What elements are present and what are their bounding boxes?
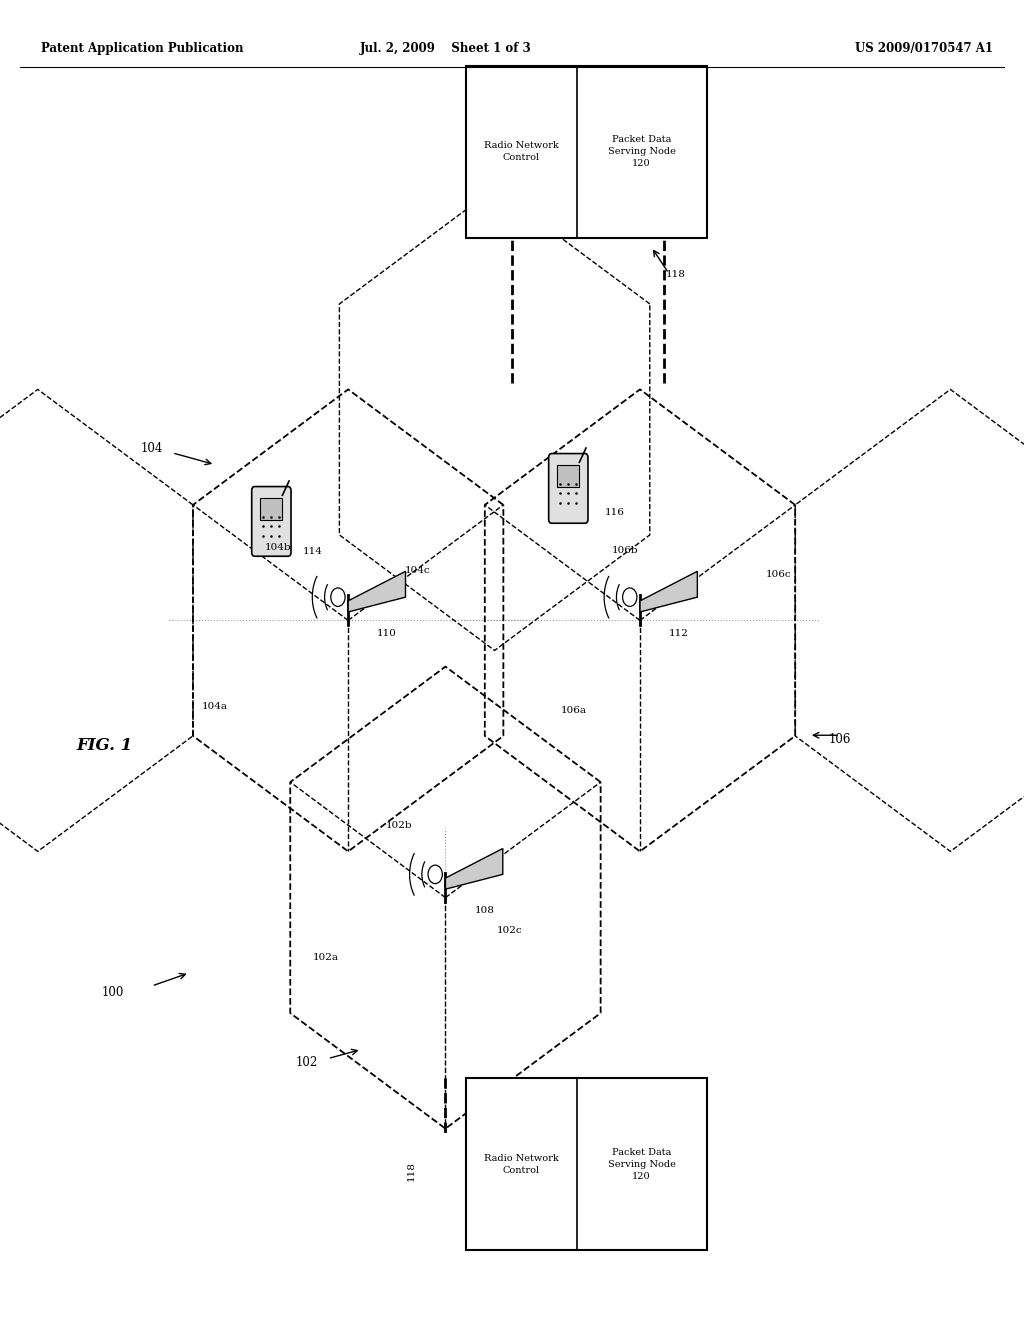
Polygon shape [445,849,503,890]
Text: 102b: 102b [386,821,413,829]
Polygon shape [348,572,406,612]
Text: 104: 104 [140,442,163,455]
Text: 100: 100 [101,986,124,999]
Text: 110: 110 [377,630,397,638]
Text: FIG. 1: FIG. 1 [77,738,133,754]
Text: 106c: 106c [765,570,792,578]
Text: Radio Network
Control: Radio Network Control [484,141,559,162]
Text: 114: 114 [302,548,323,556]
Text: Jul. 2, 2009    Sheet 1 of 3: Jul. 2, 2009 Sheet 1 of 3 [359,42,531,55]
FancyBboxPatch shape [260,498,283,520]
Text: Patent Application Publication: Patent Application Publication [41,42,244,55]
Text: US 2009/0170547 A1: US 2009/0170547 A1 [855,42,993,55]
Text: 118: 118 [408,1160,416,1181]
FancyBboxPatch shape [557,465,580,487]
Text: Radio Network
Control: Radio Network Control [484,1154,559,1175]
Text: 112: 112 [669,630,689,638]
Text: 104c: 104c [404,566,431,574]
FancyBboxPatch shape [252,487,291,556]
Text: 102: 102 [296,1056,318,1069]
Text: 102a: 102a [312,953,339,961]
Text: Packet Data
Serving Node
120: Packet Data Serving Node 120 [607,1148,676,1180]
Polygon shape [640,572,697,612]
Text: 104b: 104b [265,544,292,552]
Text: Packet Data
Serving Node
120: Packet Data Serving Node 120 [607,136,676,168]
Text: 108: 108 [474,907,495,915]
FancyBboxPatch shape [549,454,588,523]
FancyBboxPatch shape [466,66,707,238]
Text: 118: 118 [666,271,686,279]
Text: 102c: 102c [497,927,523,935]
Text: 116: 116 [604,508,625,516]
FancyBboxPatch shape [466,1078,707,1250]
Text: 106a: 106a [560,706,587,714]
Text: 106: 106 [828,733,851,746]
Text: 106b: 106b [611,546,638,554]
Text: 104a: 104a [202,702,228,710]
